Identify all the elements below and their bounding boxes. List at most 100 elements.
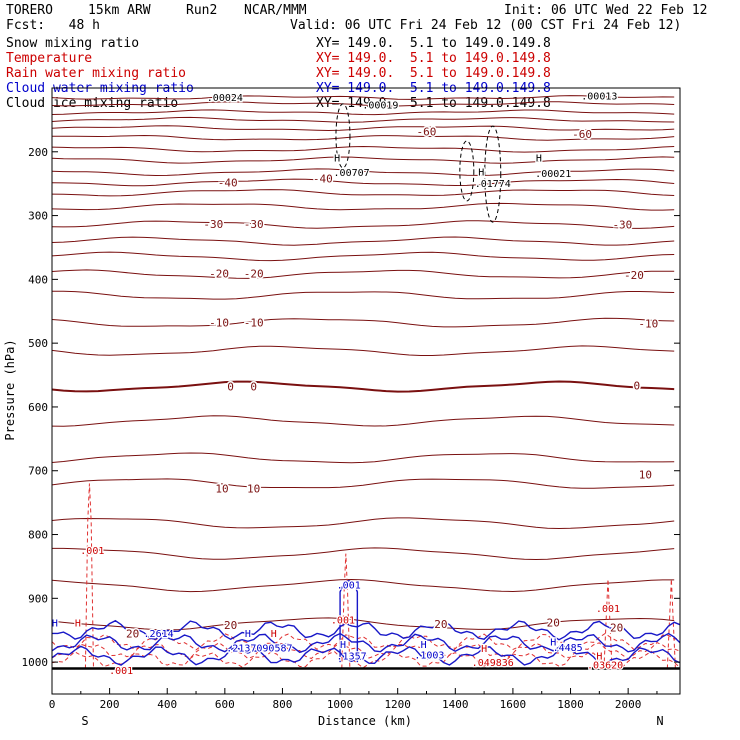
isotherm-line — [51, 134, 675, 141]
isotherm-label: -10 — [638, 317, 658, 330]
isotherm-line — [51, 617, 675, 631]
x-tick-label: 1200 — [384, 698, 411, 711]
value-label: .00019 — [362, 101, 398, 112]
y-tick-label: 800 — [28, 529, 48, 542]
model-run: Run2 — [186, 3, 218, 18]
value-label: H — [75, 619, 81, 630]
forecast-hour: Fcst: 48 h — [6, 18, 100, 33]
isotherm-line — [51, 317, 675, 328]
isotherm-label: -60 — [572, 128, 592, 141]
isotherm-line — [51, 251, 675, 262]
isotherm-line — [51, 116, 675, 123]
model-resolution: 15km ARW — [88, 3, 151, 18]
y-tick-label: 500 — [28, 337, 48, 350]
value-label: H — [421, 640, 427, 651]
cloud-water-tower — [339, 580, 359, 663]
isotherm-line — [51, 109, 675, 116]
cloud-water-contour — [51, 645, 681, 666]
value-label: .001 — [331, 615, 355, 626]
legend-rain-xs: XY= 149.0. 5.1 to 149.0.149.8 — [316, 66, 551, 81]
x-axis-label: Distance (km) — [318, 714, 412, 728]
isotherm-label: 0 — [633, 379, 640, 392]
isotherm-label: 0 — [227, 381, 234, 394]
snow-contour — [335, 103, 351, 169]
isotherm-label: 20 — [434, 618, 447, 631]
isotherm-line — [51, 220, 675, 229]
value-label: .049836 — [472, 658, 514, 669]
isotherm-label: -40 — [313, 173, 333, 186]
isotherm-label: -40 — [218, 176, 238, 189]
isotherm-line — [51, 125, 675, 132]
value-label: H — [52, 619, 58, 630]
isotherm-line — [51, 101, 675, 107]
cloud-water-contour — [52, 619, 681, 641]
x-tick-label: 600 — [215, 698, 235, 711]
isotherm-line — [51, 156, 675, 164]
isotherm-label: -20 — [624, 269, 644, 282]
isotherm-line — [51, 189, 675, 197]
y-tick-label: 200 — [28, 146, 48, 159]
x-tick-label: 800 — [273, 698, 293, 711]
cloud-water-contours — [51, 580, 681, 666]
value-label: .001 — [109, 666, 133, 677]
isotherm-line — [51, 290, 675, 300]
legend-temperature: Temperature — [6, 51, 93, 66]
isotherm-line — [51, 478, 675, 489]
x-tick-label: 1800 — [557, 698, 584, 711]
model-name: TORERO — [6, 3, 53, 18]
valid-time: Valid: 06 UTC Fri 24 Feb 12 (00 CST Fri … — [290, 18, 682, 33]
value-label: .00021 — [535, 169, 571, 180]
value-label: H — [481, 644, 487, 655]
legend-snow: Snow mixing ratio — [6, 36, 140, 51]
isotherm-label: -20 — [209, 268, 229, 281]
isotherm-label: -20 — [244, 268, 264, 281]
isotherm-label: 20 — [610, 622, 623, 635]
value-label: .2614 — [144, 629, 174, 640]
legend-rain: Rain water mixing ratio — [6, 66, 187, 81]
value-label: .1003 — [414, 650, 444, 661]
init-time: Init: 06 UTC Wed 22 Feb 12 — [504, 3, 708, 18]
isotherm-line — [51, 178, 675, 187]
value-label: .001 — [596, 604, 620, 615]
isotherm-label: -30 — [203, 218, 223, 231]
end-endpoint-label: N — [656, 714, 663, 728]
rain-contour — [51, 650, 681, 669]
isotherm-label: 0 — [250, 381, 257, 394]
isotherm-label: 10 — [247, 483, 260, 496]
isotherm-line — [51, 236, 675, 246]
y-tick-label: 900 — [28, 592, 48, 605]
isotherm-line — [51, 415, 675, 427]
isotherm-line — [51, 95, 675, 100]
value-label: .00024 — [207, 93, 243, 104]
isotherm-line — [51, 517, 675, 530]
value-label: .03620 — [587, 661, 623, 672]
isotherm-line — [51, 145, 675, 153]
isotherm-label: 20 — [224, 619, 237, 632]
isotherm-label: 10 — [639, 469, 652, 482]
isotherm-line — [51, 345, 675, 356]
isotherm-label: -30 — [612, 219, 632, 232]
snow-contour — [459, 140, 475, 202]
y-axis-label: Pressure (hPa) — [3, 339, 17, 440]
x-tick-label: 1600 — [500, 698, 527, 711]
isotherm-line — [51, 202, 675, 211]
y-tick-label: 400 — [28, 273, 48, 286]
x-tick-label: 0 — [49, 698, 56, 711]
legend-snow-xs: XY= 149.0. 5.1 to 149.0.149.8 — [316, 36, 551, 51]
y-tick-label: 600 — [28, 401, 48, 414]
start-endpoint-label: S — [81, 714, 88, 728]
value-label: .001 — [337, 580, 361, 591]
x-tick-label: 2000 — [615, 698, 642, 711]
value-label: H — [334, 154, 340, 165]
legend-cloud-ice: Cloud ice mixing ratio — [6, 96, 179, 111]
isotherm-label: 20 — [126, 627, 139, 640]
value-label: H — [550, 638, 556, 649]
value-label: .4485 — [553, 643, 583, 654]
rain-plume — [341, 553, 351, 669]
model-org: NCAR/MMM — [244, 3, 307, 18]
rain-contours — [51, 483, 681, 669]
isotherm-line — [51, 380, 675, 393]
x-tick-label: 1000 — [327, 698, 354, 711]
value-label: .00013 — [581, 92, 617, 103]
